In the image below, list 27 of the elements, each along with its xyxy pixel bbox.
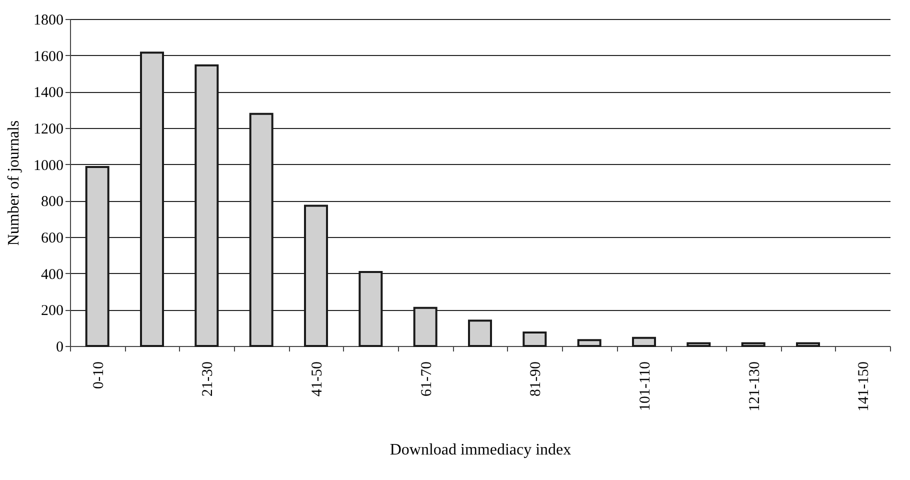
x-tick-label: 121-130	[746, 362, 763, 412]
bar	[522, 332, 547, 347]
x-tick-label: 21-30	[200, 362, 216, 396]
bar	[686, 342, 711, 347]
x-tick-label: 0-10	[90, 362, 107, 389]
bar	[468, 320, 492, 347]
y-tick-label: 0	[56, 340, 64, 356]
y-tick-label: 800	[41, 194, 64, 210]
bar	[632, 336, 656, 347]
x-tick-label: 41-50	[310, 362, 326, 396]
y-tick-label: 400	[41, 266, 64, 283]
bar	[796, 342, 820, 347]
y-tick-label: 1000	[34, 158, 64, 174]
bar	[577, 339, 602, 347]
x-tick-label: 81-90	[528, 362, 544, 396]
y-tick-label: 200	[41, 303, 64, 320]
x-tick-label: 141-150	[856, 362, 872, 412]
y-tick-label: 600	[41, 230, 64, 246]
bar	[741, 342, 766, 347]
y-axis-title: Number of journals	[6, 120, 22, 246]
x-tick-label: 101-110	[638, 362, 654, 411]
x-axis-title: Download immediacy index	[390, 441, 572, 458]
y-tick-label: 1600	[34, 48, 64, 65]
y-tick-label: 1200	[34, 122, 64, 138]
y-tick-label: 1800	[34, 12, 64, 28]
x-tick-label: 61-70	[418, 362, 435, 396]
y-tick-label: 1400	[34, 85, 64, 102]
